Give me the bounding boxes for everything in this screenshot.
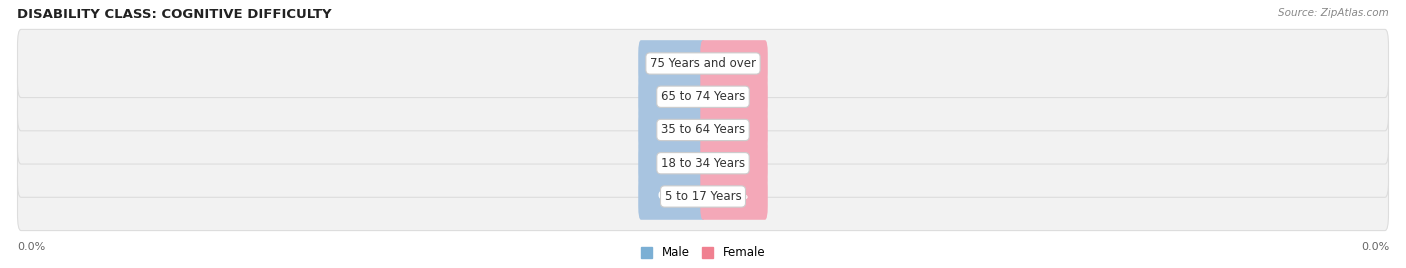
Text: 65 to 74 Years: 65 to 74 Years <box>661 90 745 103</box>
Text: 5 to 17 Years: 5 to 17 Years <box>665 190 741 203</box>
Text: 18 to 34 Years: 18 to 34 Years <box>661 157 745 170</box>
FancyBboxPatch shape <box>700 140 768 187</box>
FancyBboxPatch shape <box>700 73 768 120</box>
Text: 0.0%: 0.0% <box>658 158 686 168</box>
Text: 0.0%: 0.0% <box>658 191 686 202</box>
Text: 0.0%: 0.0% <box>720 125 748 135</box>
Text: 0.0%: 0.0% <box>658 125 686 135</box>
FancyBboxPatch shape <box>638 73 706 120</box>
Text: 0.0%: 0.0% <box>720 158 748 168</box>
FancyBboxPatch shape <box>700 40 768 87</box>
Text: 35 to 64 Years: 35 to 64 Years <box>661 124 745 136</box>
FancyBboxPatch shape <box>638 107 706 153</box>
Text: 0.0%: 0.0% <box>658 92 686 102</box>
Text: DISABILITY CLASS: COGNITIVE DIFFICULTY: DISABILITY CLASS: COGNITIVE DIFFICULTY <box>17 8 332 21</box>
Text: 0.0%: 0.0% <box>17 242 45 252</box>
FancyBboxPatch shape <box>700 173 768 220</box>
Text: 0.0%: 0.0% <box>720 92 748 102</box>
FancyBboxPatch shape <box>17 129 1389 197</box>
Text: 0.0%: 0.0% <box>658 58 686 69</box>
FancyBboxPatch shape <box>17 96 1389 164</box>
FancyBboxPatch shape <box>638 173 706 220</box>
FancyBboxPatch shape <box>17 29 1389 98</box>
Text: 0.0%: 0.0% <box>720 58 748 69</box>
FancyBboxPatch shape <box>638 140 706 187</box>
FancyBboxPatch shape <box>638 40 706 87</box>
Legend: Male, Female: Male, Female <box>636 242 770 264</box>
FancyBboxPatch shape <box>700 107 768 153</box>
Text: Source: ZipAtlas.com: Source: ZipAtlas.com <box>1278 8 1389 18</box>
FancyBboxPatch shape <box>17 63 1389 131</box>
Text: 75 Years and over: 75 Years and over <box>650 57 756 70</box>
FancyBboxPatch shape <box>17 162 1389 230</box>
Text: 0.0%: 0.0% <box>1361 242 1389 252</box>
Text: 0.0%: 0.0% <box>720 191 748 202</box>
